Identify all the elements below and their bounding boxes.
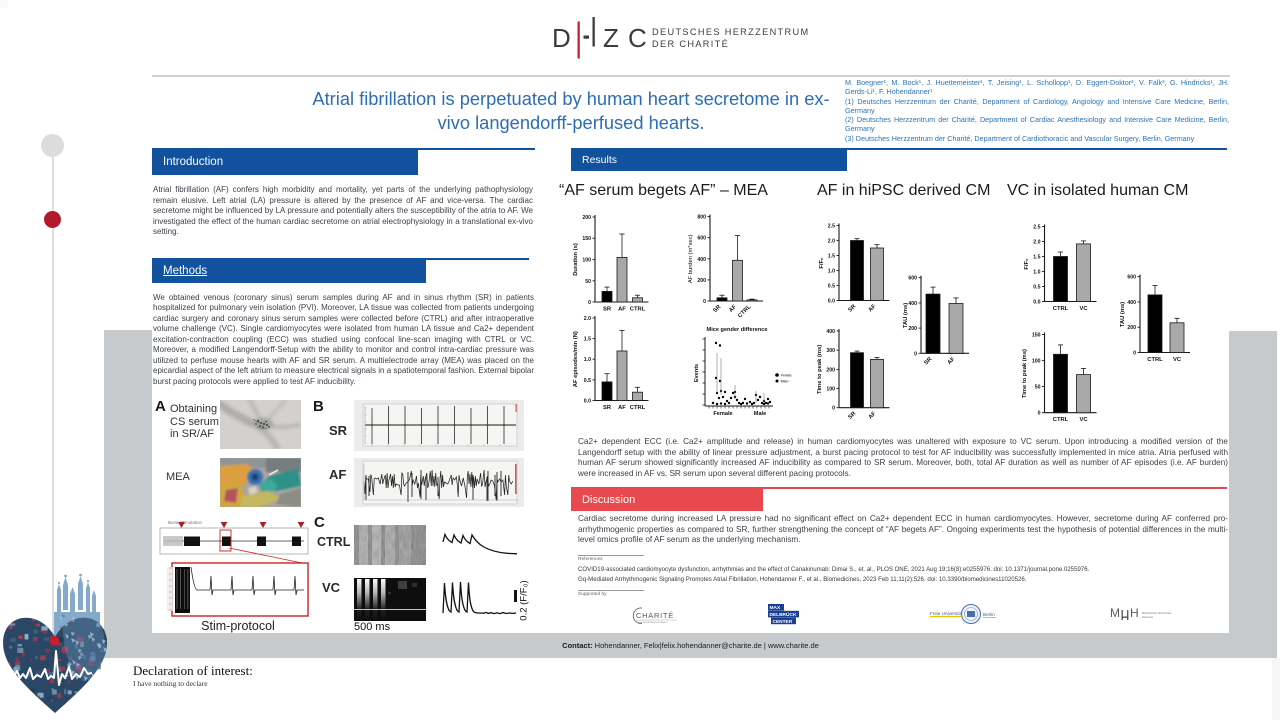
svg-text:0.0: 0.0 <box>828 299 835 305</box>
svg-text:SR: SR <box>712 304 723 315</box>
svg-text:SR: SR <box>847 303 858 314</box>
svg-text:1.0: 1.0 <box>584 357 591 363</box>
svg-text:AF episodes/min (N): AF episodes/min (N) <box>573 331 579 387</box>
svg-text:UNIVERSITÄTSMEDIZIN BERLIN: UNIVERSITÄTSMEDIZIN BERLIN <box>637 621 668 624</box>
svg-text:2.5: 2.5 <box>828 224 835 230</box>
svg-text:0: 0 <box>703 299 706 305</box>
svg-text:2.5: 2.5 <box>1033 225 1040 231</box>
svg-text:2.0: 2.0 <box>584 316 591 322</box>
svg-text:AF: AF <box>947 356 957 366</box>
svg-text:Female: Female <box>781 374 792 378</box>
svg-text:DELBRÜCK: DELBRÜCK <box>770 611 797 618</box>
svg-text:1.5: 1.5 <box>584 337 591 343</box>
svg-text:150: 150 <box>582 236 591 242</box>
svg-text:AF: AF <box>868 411 878 421</box>
svg-text:1.0: 1.0 <box>828 269 835 275</box>
svg-text:CTRL: CTRL <box>737 304 752 319</box>
svg-text:Medizinische Hochschule: Medizinische Hochschule <box>1142 611 1172 615</box>
svg-text:AF: AF <box>618 307 626 313</box>
svg-text:Freie Universität: Freie Universität <box>930 611 964 616</box>
svg-text:Male: Male <box>754 411 766 417</box>
svg-text:400: 400 <box>1127 300 1136 306</box>
svg-text:600: 600 <box>697 236 706 242</box>
svg-text:100: 100 <box>582 258 591 264</box>
svg-text:CTRL: CTRL <box>630 307 646 313</box>
svg-text:Time to peak (ms): Time to peak (ms) <box>1022 349 1028 398</box>
svg-text:600: 600 <box>1127 275 1136 281</box>
svg-text:TAU (ms): TAU (ms) <box>1120 302 1126 327</box>
svg-text:Female: Female <box>713 411 732 417</box>
svg-text:Z: Z <box>603 23 619 53</box>
svg-text:Berlin: Berlin <box>983 612 995 617</box>
svg-text:0.0: 0.0 <box>584 399 591 405</box>
svg-text:0: 0 <box>832 406 835 412</box>
svg-text:100: 100 <box>1032 359 1041 365</box>
svg-text:0: 0 <box>588 300 591 306</box>
svg-text:AF: AF <box>618 405 626 411</box>
svg-text:DER CHARITÉ: DER CHARITÉ <box>652 39 729 49</box>
svg-text:1.5: 1.5 <box>828 254 835 260</box>
svg-text:0.5: 0.5 <box>584 378 591 384</box>
svg-text:400: 400 <box>826 329 835 335</box>
svg-text:H: H <box>1130 606 1139 620</box>
svg-text:AF: AF <box>728 304 738 314</box>
svg-text:Duration (s): Duration (s) <box>573 243 579 276</box>
svg-text:200: 200 <box>697 278 706 284</box>
svg-text:VC: VC <box>1173 357 1182 363</box>
svg-text:F/F₀: F/F₀ <box>1024 258 1030 270</box>
svg-text:MAX: MAX <box>770 605 781 611</box>
svg-text:300: 300 <box>826 348 835 354</box>
svg-text:CTRL: CTRL <box>1053 417 1069 423</box>
svg-text:400: 400 <box>697 257 706 263</box>
svg-text:200: 200 <box>908 326 917 332</box>
svg-text:AF: AF <box>868 303 878 313</box>
svg-text:600: 600 <box>908 276 917 282</box>
svg-text:SR: SR <box>603 307 612 313</box>
svg-text:CHARITÉ: CHARITÉ <box>636 611 674 620</box>
svg-text:0.5: 0.5 <box>1033 285 1040 291</box>
svg-text:50: 50 <box>585 279 591 285</box>
svg-text:0: 0 <box>914 351 917 357</box>
svg-text:CTRL: CTRL <box>630 405 646 411</box>
svg-text:0.5: 0.5 <box>828 284 835 290</box>
svg-text:150: 150 <box>1032 333 1041 339</box>
svg-text:200: 200 <box>582 215 591 221</box>
svg-text:2.0: 2.0 <box>1033 240 1040 246</box>
svg-text:100: 100 <box>826 387 835 393</box>
svg-text:AF burden (m*sec): AF burden (m*sec) <box>688 234 694 283</box>
svg-text:0: 0 <box>1038 411 1041 417</box>
svg-text:C: C <box>628 23 647 53</box>
svg-text:800: 800 <box>697 215 706 221</box>
svg-text:Male: Male <box>781 380 788 384</box>
svg-text:SR: SR <box>923 356 934 367</box>
svg-text:D: D <box>552 23 571 53</box>
svg-text:1.0: 1.0 <box>1033 270 1040 276</box>
svg-text:SR: SR <box>603 405 612 411</box>
svg-text:Time to peak (ms): Time to peak (ms) <box>817 345 823 394</box>
svg-text:TAU (ms): TAU (ms) <box>903 303 909 328</box>
svg-text:DEUTSCHES HERZZENTRUM: DEUTSCHES HERZZENTRUM <box>652 27 810 37</box>
svg-text:50: 50 <box>1035 385 1041 391</box>
svg-text:VC: VC <box>1079 417 1088 423</box>
svg-text:200: 200 <box>1127 325 1136 331</box>
svg-text:400: 400 <box>908 301 917 307</box>
svg-text:Mice gender difference: Mice gender difference <box>707 327 768 333</box>
svg-text:0: 0 <box>1133 351 1136 357</box>
svg-text:F/F₀: F/F₀ <box>819 257 825 269</box>
svg-text:CENTER: CENTER <box>773 619 793 625</box>
svg-text:Events: Events <box>694 364 700 382</box>
svg-text:SR: SR <box>847 410 858 421</box>
svg-text:CTRL: CTRL <box>1147 357 1163 363</box>
svg-text:200: 200 <box>826 367 835 373</box>
svg-text:M: M <box>1110 606 1120 620</box>
svg-text:VC: VC <box>1079 306 1088 312</box>
svg-text:Hannover: Hannover <box>1142 615 1153 619</box>
svg-text:1.5: 1.5 <box>1033 255 1040 261</box>
svg-text:0.0: 0.0 <box>1033 300 1040 306</box>
svg-text:CTRL: CTRL <box>1053 306 1069 312</box>
svg-text:2.0: 2.0 <box>828 239 835 245</box>
